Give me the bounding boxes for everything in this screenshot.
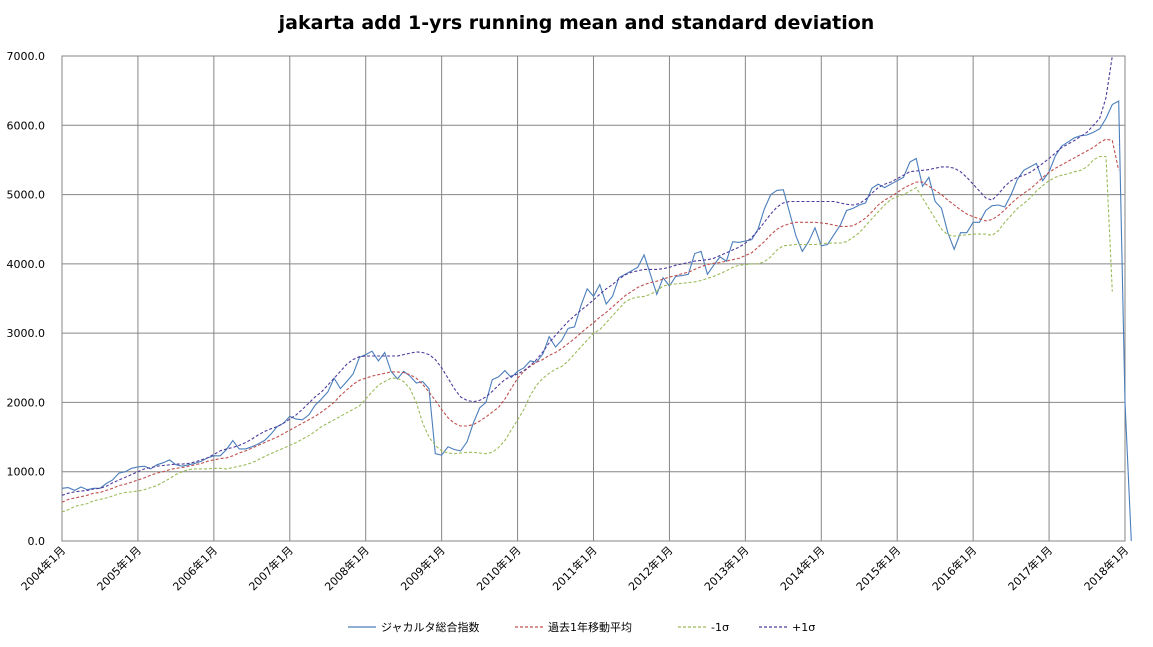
x-tick-label: 2007年1月 [246, 543, 296, 593]
y-tick-label: 4000.0 [7, 258, 46, 271]
x-tick-label: 2009年1月 [398, 543, 448, 593]
x-tick-label: 2017年1月 [1005, 543, 1055, 593]
series-line-2 [61, 138, 1120, 503]
series-line-1 [61, 100, 1132, 542]
series-line-4 [61, 55, 1113, 496]
series-lines [61, 55, 1132, 542]
x-tick-label: 2014年1月 [777, 543, 827, 593]
legend: ジャカルタ総合指数 過去1年移動平均 -1σ +1σ [348, 620, 815, 634]
chart-title: jakarta add 1-yrs running mean and stand… [278, 12, 875, 34]
x-tick-label: 2010年1月 [473, 543, 523, 593]
x-axis-ticks: 2004年1月 2005年1月 2006年1月 2007年1月 2008年1月 2009年… [18, 543, 1131, 593]
x-tick-label: 2011年1月 [549, 543, 599, 593]
legend-label-3: -1σ [711, 621, 729, 634]
x-tick-label: 2018年1月 [1081, 543, 1131, 593]
legend-label-1: ジャカルタ総合指数 [381, 620, 479, 634]
y-tick-label: 1000.0 [7, 466, 46, 479]
x-tick-label: 2008年1月 [322, 543, 372, 593]
x-tick-label: 2015年1月 [853, 543, 903, 593]
x-tick-label: 2012年1月 [625, 543, 675, 593]
series-line-3 [61, 155, 1113, 513]
x-tick-label: 2006年1月 [170, 543, 220, 593]
legend-label-2: 過去1年移動平均 [548, 620, 632, 634]
y-tick-label: 6000.0 [7, 119, 46, 132]
y-tick-label: 3000.0 [7, 327, 46, 340]
x-tick-label: 2013年1月 [701, 543, 751, 593]
y-axis-ticks: 0.0 1000.0 2000.0 3000.0 4000.0 5000.0 6000.0 7… [7, 50, 46, 548]
x-tick-label: 2004年1月 [18, 543, 68, 593]
y-tick-label: 5000.0 [7, 189, 46, 202]
legend-label-4: +1σ [792, 621, 815, 634]
x-tick-label: 2016年1月 [929, 543, 979, 593]
x-tick-label: 2005年1月 [94, 543, 144, 593]
y-tick-label: 0.0 [28, 535, 46, 548]
grid [61, 55, 1126, 542]
y-tick-label: 2000.0 [7, 396, 46, 409]
y-tick-label: 7000.0 [7, 50, 46, 63]
